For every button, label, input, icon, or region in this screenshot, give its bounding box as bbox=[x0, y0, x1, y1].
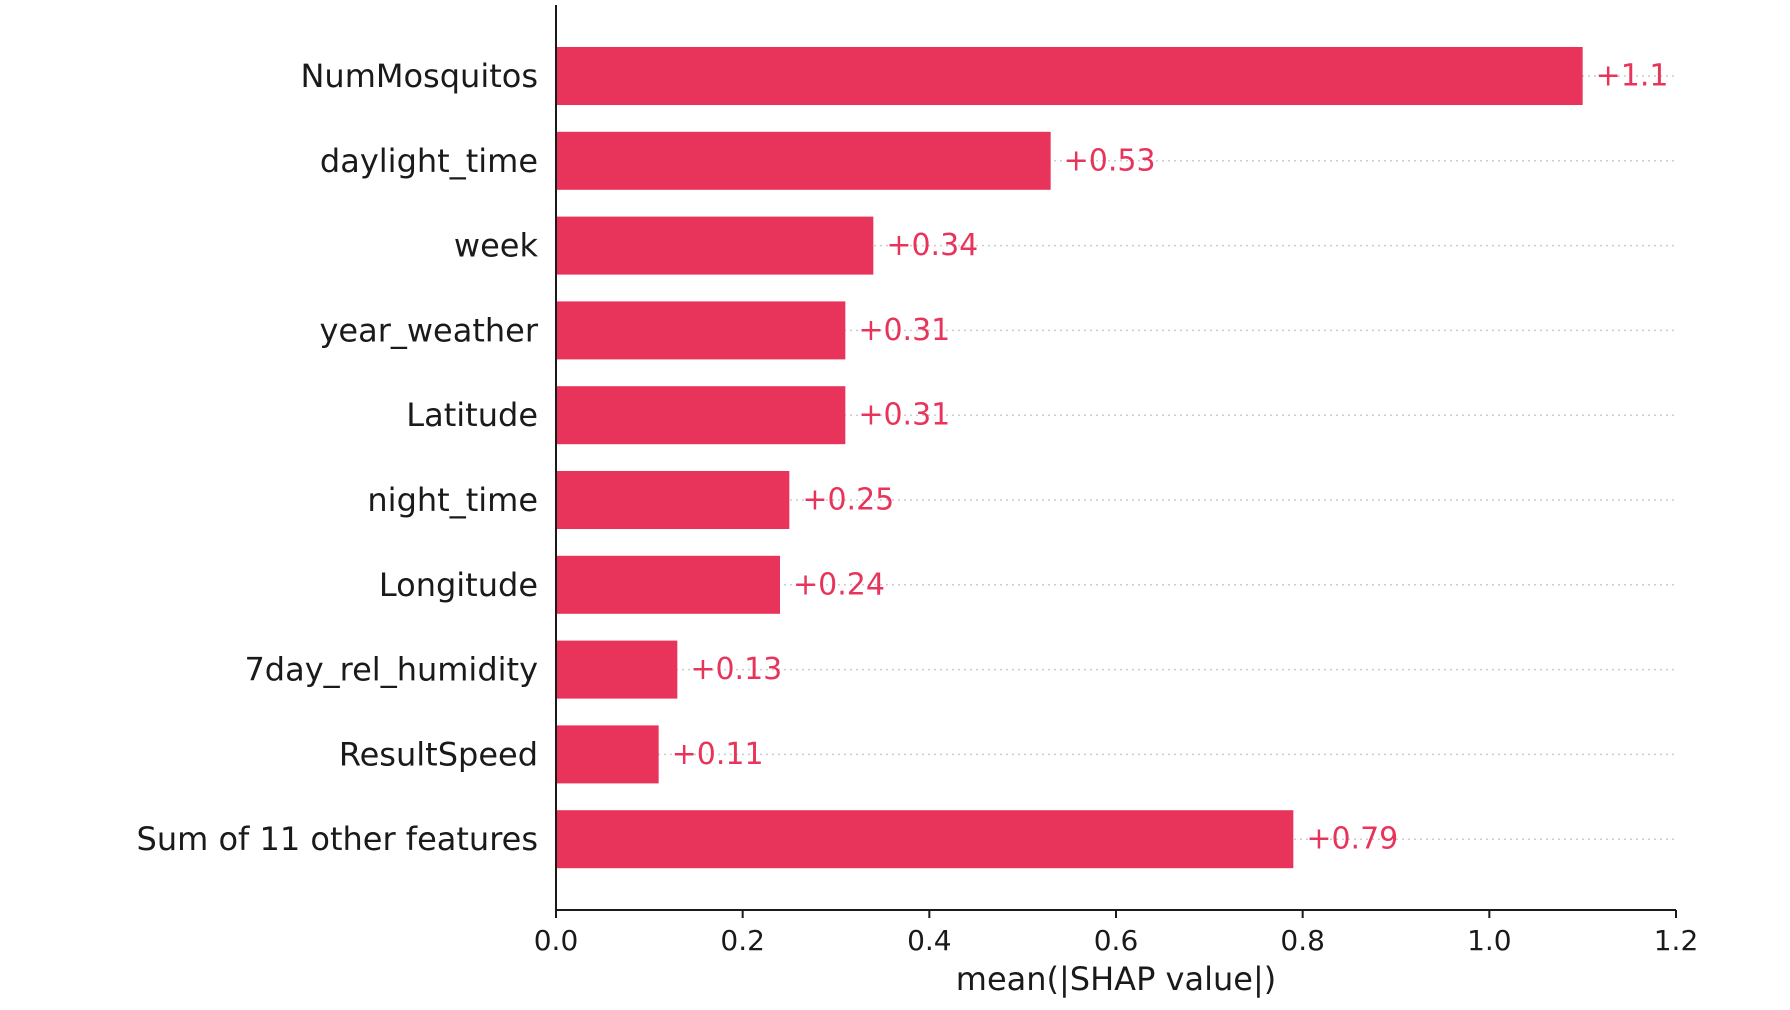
feature-label: week bbox=[454, 227, 539, 265]
x-tick-label: 0.8 bbox=[1280, 924, 1325, 957]
guide-lines bbox=[556, 75, 1676, 840]
x-tick-label: 0.6 bbox=[1094, 924, 1139, 957]
bar bbox=[556, 301, 846, 360]
bar bbox=[556, 810, 1294, 869]
bar bbox=[556, 47, 1583, 105]
feature-label: Latitude bbox=[406, 396, 538, 434]
value-label: +1.1 bbox=[1596, 59, 1669, 94]
x-tick-label: 0.2 bbox=[720, 924, 765, 957]
bar bbox=[556, 471, 790, 529]
value-label: +0.31 bbox=[858, 398, 950, 433]
value-label: +0.24 bbox=[793, 567, 885, 602]
x-tick-label: 0.4 bbox=[907, 924, 952, 957]
feature-label: Sum of 11 other features bbox=[137, 820, 538, 858]
value-label: +0.13 bbox=[690, 652, 782, 687]
feature-label: daylight_time bbox=[320, 142, 538, 180]
value-label: +0.34 bbox=[886, 228, 978, 263]
x-axis-ticks: 0.0 0.2 0.4 0.6 0.8 1.0 1.2 bbox=[534, 910, 1699, 957]
bar bbox=[556, 386, 846, 445]
feature-label: 7day_rel_humidity bbox=[244, 651, 538, 689]
feature-label: ResultSpeed bbox=[339, 735, 538, 773]
bars-group bbox=[556, 47, 1583, 869]
value-label: +0.11 bbox=[672, 737, 764, 772]
bar bbox=[556, 725, 659, 784]
feature-label: night_time bbox=[367, 481, 538, 519]
x-axis-title: mean(|SHAP value|) bbox=[956, 960, 1276, 998]
value-label: +0.25 bbox=[802, 483, 894, 518]
value-label: +0.31 bbox=[858, 313, 950, 348]
value-label: +0.53 bbox=[1064, 143, 1156, 178]
x-tick-label: 1.0 bbox=[1467, 924, 1512, 957]
bar bbox=[556, 131, 1051, 190]
x-tick-label: 0.0 bbox=[534, 924, 579, 957]
bar bbox=[556, 555, 780, 614]
value-label: +0.79 bbox=[1306, 822, 1398, 857]
bar bbox=[556, 640, 678, 699]
feature-label: NumMosquitos bbox=[300, 57, 538, 95]
x-tick-label: 1.2 bbox=[1654, 924, 1699, 957]
feature-label: Longitude bbox=[379, 566, 538, 604]
feature-label: year_weather bbox=[319, 311, 538, 349]
value-labels: +1.1 +0.53 +0.34 +0.31 +0.31 +0.25 +0.24 +0.13 +… bbox=[672, 59, 1669, 857]
bar bbox=[556, 216, 874, 275]
